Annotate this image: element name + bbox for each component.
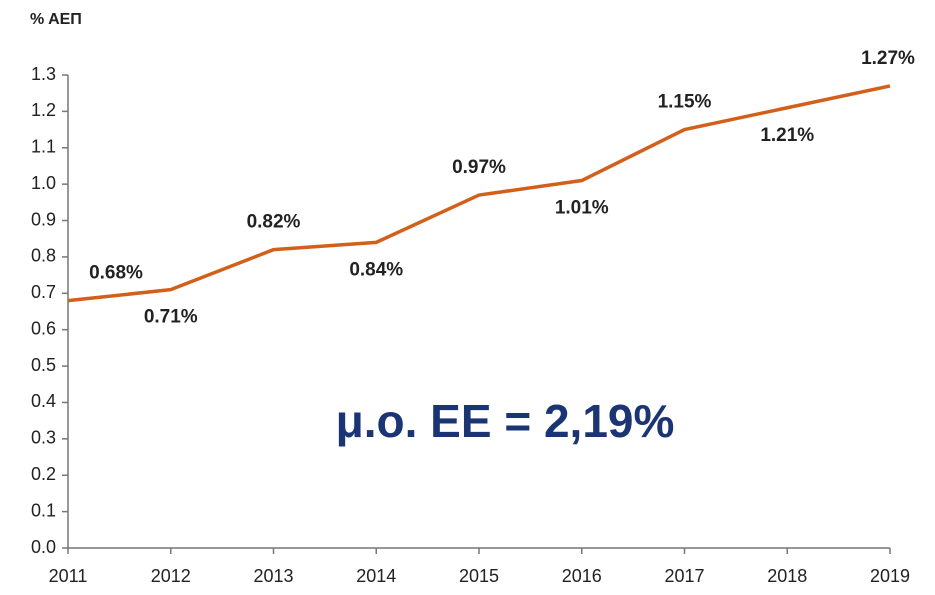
y-tick-label: 1.0 [31, 173, 56, 193]
data-label: 0.68% [89, 263, 143, 284]
x-tick-label: 2016 [562, 566, 602, 586]
line [67, 84, 891, 303]
x-tick-label: 2017 [664, 566, 704, 586]
x-tick-label: 2013 [253, 566, 293, 586]
data-label: 1.15% [658, 92, 712, 113]
x-tick-label: 2019 [870, 566, 910, 586]
y-tick-label: 0.9 [31, 209, 56, 229]
data-label: 1.01% [555, 198, 609, 219]
y-tick-label: 0.5 [31, 355, 56, 375]
x-tick-label: 2011 [49, 566, 88, 586]
data-label: 1.21% [760, 125, 814, 146]
data-label: 1.27% [861, 48, 915, 69]
data-label: 0.97% [452, 157, 506, 178]
y-tick-label: 0.3 [31, 428, 56, 448]
y-axis-label: % ΑΕΠ [30, 11, 82, 28]
y-tick-label: 0.2 [31, 464, 56, 484]
x-tick-label: 2012 [151, 566, 191, 586]
y-tick-label: 0.4 [31, 391, 56, 411]
x-tick-label: 2015 [459, 566, 499, 586]
y-tick-label: 0.6 [31, 318, 56, 338]
y-tick-label: 1.2 [31, 100, 56, 120]
data-label: 0.82% [247, 212, 301, 233]
x-tick-label: 2014 [356, 566, 396, 586]
annotation: μ.ο. ΕΕ = 2,19% [336, 395, 675, 447]
y-tick-label: 0.8 [31, 246, 56, 266]
y-tick-label: 0.1 [31, 500, 56, 520]
y-tick-label: 0.0 [31, 537, 56, 557]
data-label: 0.71% [144, 307, 198, 328]
data-label: 0.84% [349, 259, 403, 280]
y-tick-label: 1.1 [31, 137, 56, 157]
y-tick-label: 0.7 [31, 282, 56, 302]
y-tick-label: 1.3 [31, 64, 56, 84]
x-tick-label: 2018 [767, 566, 807, 586]
